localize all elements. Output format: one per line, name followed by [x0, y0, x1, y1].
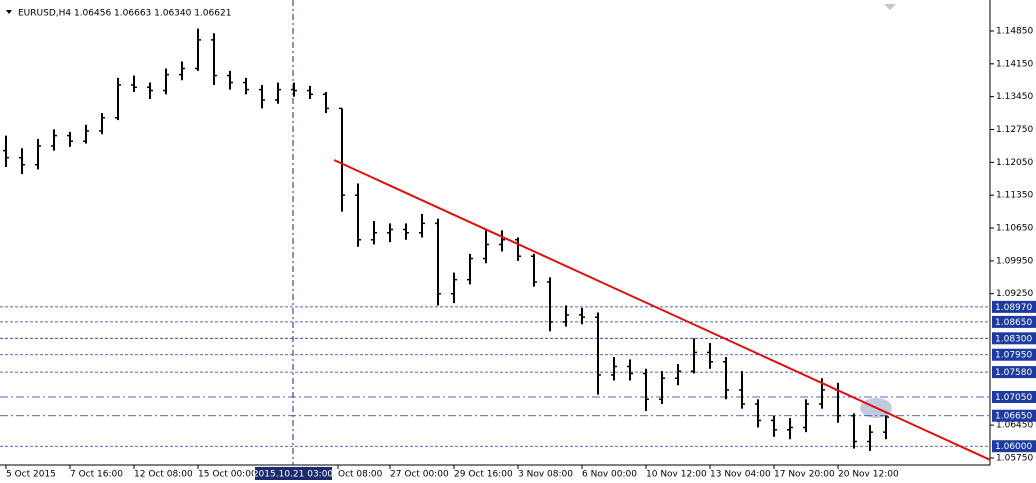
- level-label-box: [992, 300, 1036, 313]
- y-tick-label: 1.05750: [996, 453, 1033, 463]
- level-label-box: [992, 366, 1036, 379]
- x-tick-label: 29 Oct 16:00: [454, 470, 513, 480]
- y-tick-label: 1.12750: [996, 125, 1033, 135]
- level-label: 1.07950: [995, 351, 1032, 361]
- level-label: 1.06650: [995, 412, 1032, 422]
- level-label-box: [992, 315, 1036, 328]
- x-tick-label: 10 Nov 12:00: [646, 470, 707, 480]
- shift-marker: [884, 4, 896, 10]
- level-label-box: [992, 332, 1036, 345]
- x-tick-label: 13 Nov 04:00: [710, 470, 771, 480]
- level-label: 1.06000: [995, 442, 1032, 452]
- crosshair-label: 2015.10.21 03:00: [253, 470, 334, 480]
- x-tick-label: 20 Nov 12:00: [838, 470, 899, 480]
- level-label: 1.08650: [995, 318, 1032, 328]
- level-label-box: [992, 409, 1036, 422]
- y-tick-label: 1.14150: [996, 59, 1033, 69]
- chart-title: EURUSD,H4 1.06456 1.06663 1.06340 1.0662…: [18, 9, 231, 19]
- level-label: 1.07050: [995, 393, 1032, 403]
- y-tick-label: 1.06450: [996, 421, 1033, 431]
- menu-triangle[interactable]: [6, 10, 12, 14]
- y-tick-label: 1.11350: [996, 191, 1033, 201]
- level-label: 1.07580: [995, 368, 1032, 378]
- level-label-box: [992, 348, 1036, 361]
- y-tick-label: 1.12050: [996, 158, 1033, 168]
- x-tick-label: 3 Nov 08:00: [518, 470, 573, 480]
- crosshair-label-box: [255, 467, 332, 480]
- y-tick-label: 1.14850: [996, 26, 1033, 36]
- y-tick-label: 1.09250: [996, 289, 1033, 299]
- y-tick-label: 1.10650: [996, 224, 1033, 234]
- x-tick-label: 17 Nov 20:00: [774, 470, 835, 480]
- x-tick-label: 5 Oct 2015: [6, 470, 56, 480]
- x-tick-label: 6 Nov 00:00: [582, 470, 637, 480]
- level-label-box: [992, 440, 1036, 453]
- level-label-box: [992, 390, 1036, 403]
- trendline: [333, 159, 991, 461]
- level-label: 1.08970: [995, 303, 1032, 313]
- x-tick-label: Oct 08:00: [338, 470, 383, 480]
- x-tick-label: 15 Oct 00:00: [198, 470, 257, 480]
- x-tick-label: 7 Oct 16:00: [70, 470, 123, 480]
- x-tick-label: 27 Oct 00:00: [390, 470, 449, 480]
- level-label: 1.08300: [995, 334, 1032, 344]
- y-tick-label: 1.09950: [996, 256, 1033, 266]
- x-tick-label: 12 Oct 08:00: [134, 470, 193, 480]
- y-tick-label: 1.13450: [996, 92, 1033, 102]
